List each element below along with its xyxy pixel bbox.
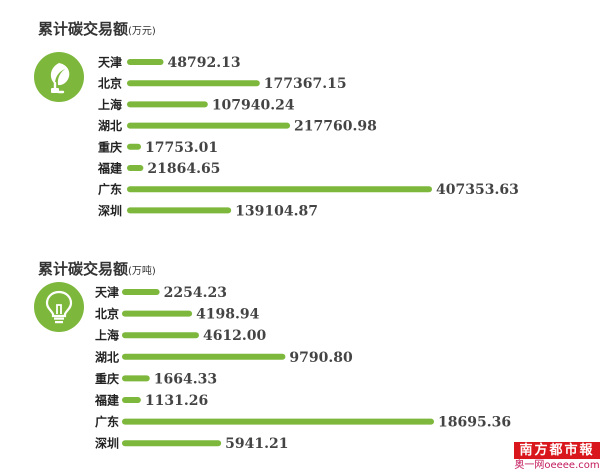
category-label: 北京 xyxy=(95,306,119,321)
category-label: 福建 xyxy=(97,161,123,176)
bar xyxy=(122,353,286,360)
bar xyxy=(122,332,199,339)
category-label: 重庆 xyxy=(95,371,119,386)
category-label: 天津 xyxy=(98,55,122,70)
bar xyxy=(127,207,232,214)
category-label: 深圳 xyxy=(95,436,119,451)
value-label: 48792.13 xyxy=(168,55,241,71)
bar xyxy=(127,101,208,108)
category-label: 上海 xyxy=(98,97,122,112)
bar xyxy=(127,143,141,150)
category-label: 上海 xyxy=(95,328,119,343)
chart-unit: (万元) xyxy=(128,26,156,37)
category-label: 广东 xyxy=(95,414,119,429)
plug-leaf-icon xyxy=(34,52,84,102)
bar xyxy=(122,310,193,317)
value-label: 217760.98 xyxy=(294,119,377,135)
chart-section-transaction-volume: 累计碳交易额(万吨) 天津 2254.23 北京 4198.94 上海 4612.00 湖北… xyxy=(0,258,603,468)
value-label: 9790.80 xyxy=(289,350,353,366)
value-label: 4612.00 xyxy=(203,328,267,344)
site-text: 奥一网oeeee.com xyxy=(514,460,600,471)
bar xyxy=(127,122,291,129)
value-label: 21864.65 xyxy=(147,161,220,177)
value-label: 1131.26 xyxy=(145,393,208,409)
bar xyxy=(127,165,144,171)
value-label: 407353.63 xyxy=(436,182,519,198)
value-label: 4198.94 xyxy=(196,307,260,323)
category-label: 广东 xyxy=(98,182,122,197)
bar-chart-2: 天津 2254.23 北京 4198.94 上海 4612.00 湖北 9790.80 重庆 16… xyxy=(94,285,511,453)
value-label: 139104.87 xyxy=(235,203,318,219)
bar xyxy=(122,289,160,295)
chart-title-text: 累计碳交易额 xyxy=(38,20,129,38)
category-label: 湖北 xyxy=(95,349,119,364)
chart-unit: (万吨) xyxy=(128,266,156,277)
value-label: 177367.15 xyxy=(264,76,347,92)
bar xyxy=(127,59,164,65)
chart-title-text: 累计碳交易额 xyxy=(38,260,129,278)
category-label: 福建 xyxy=(94,393,120,408)
value-label: 17753.01 xyxy=(145,140,218,156)
category-label: 天津 xyxy=(95,285,119,300)
bar xyxy=(127,186,432,193)
value-label: 107940.24 xyxy=(212,97,295,113)
newspaper-logo: 南方都市報 奥一网oeeee.com xyxy=(514,442,600,473)
bar xyxy=(127,80,260,87)
value-label: 18695.36 xyxy=(438,415,511,431)
lightbulb-icon xyxy=(34,282,84,332)
chart-title: 累计碳交易额(万元) xyxy=(38,18,156,39)
bar xyxy=(122,418,434,425)
chart-section-transaction-value: 累计碳交易额(万元) 天津 48792.13 北京 177367.15 上海 107940… xyxy=(0,18,603,220)
category-label: 重庆 xyxy=(98,139,122,154)
category-label: 湖北 xyxy=(98,118,122,133)
category-label: 北京 xyxy=(98,76,122,91)
bar xyxy=(122,375,150,382)
bar xyxy=(122,440,222,447)
value-label: 1664.33 xyxy=(154,371,217,387)
bar xyxy=(122,397,141,403)
bar-chart-1: 天津 48792.13 北京 177367.15 上海 107940.24 湖北 217760… xyxy=(97,55,519,220)
value-label: 5941.21 xyxy=(225,436,288,452)
chart-title: 累计碳交易额(万吨) xyxy=(38,258,156,279)
category-label: 深圳 xyxy=(98,203,122,218)
value-label: 2254.23 xyxy=(164,285,227,301)
masthead-text: 南方都市報 xyxy=(514,442,600,459)
